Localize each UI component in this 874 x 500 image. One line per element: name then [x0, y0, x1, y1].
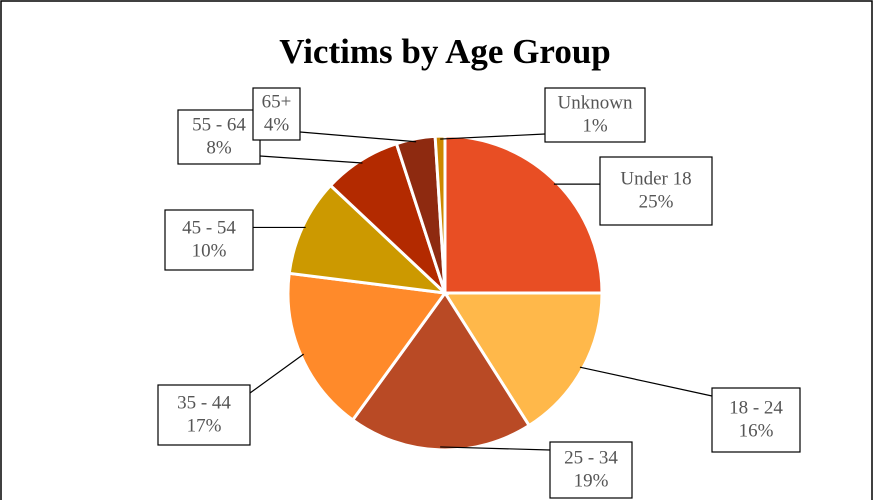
- label-box: [599, 156, 713, 226]
- leader-line: [259, 155, 363, 164]
- category-label: Unknown: [558, 92, 633, 113]
- pie-slice: [287, 183, 450, 296]
- label-box: [177, 109, 261, 165]
- category-label: 18 - 24: [729, 397, 783, 418]
- leader-line: [440, 446, 551, 451]
- value-label: 10%: [192, 240, 227, 261]
- label-box: [711, 387, 801, 453]
- leader-line: [579, 366, 713, 397]
- pie-slice: [286, 271, 448, 423]
- pie-slice: [442, 291, 604, 428]
- pie-slice: [433, 134, 447, 294]
- label-box: [549, 441, 633, 499]
- label-box: [164, 209, 254, 271]
- value-label: 1%: [582, 115, 608, 136]
- category-label: 45 - 54: [182, 217, 236, 238]
- pie-slice: [350, 290, 532, 452]
- value-label: 8%: [206, 137, 232, 158]
- label-box: [252, 87, 301, 141]
- category-label: 65+: [262, 91, 292, 112]
- category-label: Under 18: [620, 168, 691, 189]
- leader-line: [440, 133, 546, 140]
- value-label: 17%: [187, 415, 222, 436]
- value-label: 25%: [639, 191, 674, 212]
- category-label: 35 - 44: [177, 392, 231, 413]
- leader-line: [299, 131, 417, 143]
- value-label: 4%: [264, 114, 290, 135]
- label-box: [157, 384, 251, 446]
- value-label: 16%: [739, 420, 774, 441]
- value-label: 19%: [574, 470, 609, 491]
- category-label: 25 - 34: [564, 447, 618, 468]
- pie-slice: [443, 134, 604, 295]
- chart-title: Victims by Age Group: [279, 32, 611, 71]
- category-label: 55 - 64: [192, 114, 246, 135]
- leader-line: [249, 353, 305, 394]
- label-box: [544, 87, 646, 143]
